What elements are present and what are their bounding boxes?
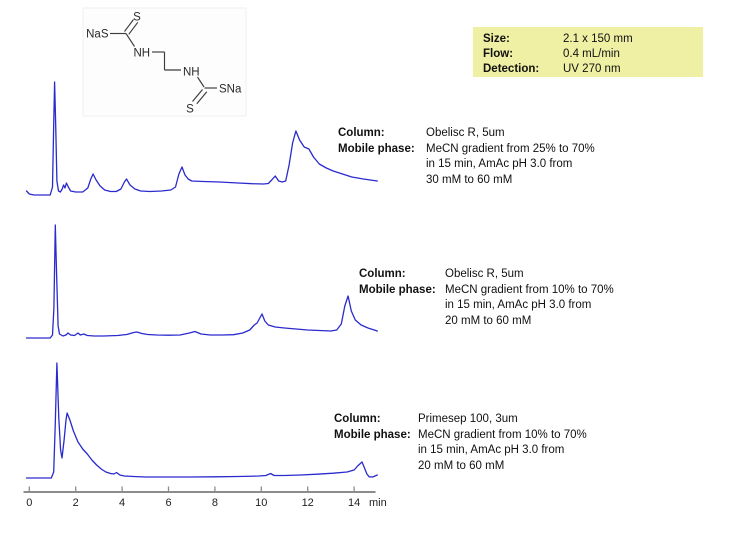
mobile-phase-line: in 15 min, AmAc pH 3.0 from [445, 299, 592, 312]
mobile-phase-line: 20 mM to 60 mM [418, 459, 505, 472]
axis-tick-label: 6 [165, 497, 171, 509]
atom-label-nas: NaS [86, 29, 109, 41]
mobile-phase-line: in 15 min, AmAc pH 3.0 from [426, 158, 573, 171]
mobile-phase-line: 30 mM to 60 mM [426, 173, 513, 186]
chromatogram-trace-2 [25, 224, 378, 339]
condition-row-size: Size: 2.1 x 150 mm [483, 32, 703, 47]
atom-label-s-bottom: S [186, 104, 194, 116]
panel-annotation-2: Column: Obelisc R, 5um Mobile phase: MeCN … [359, 267, 614, 329]
panel-annotation-1: Column: Obelisc R, 5um Mobile phase: MeCN … [338, 126, 595, 188]
axis-tick-label: 4 [119, 497, 125, 509]
mobile-phase-line: MeCN gradient from 25% to 70% [426, 142, 595, 155]
atom-label-nh-1: NH [134, 48, 151, 60]
axis-unit-label: min [369, 497, 387, 509]
atom-label-s-top: S [133, 12, 141, 24]
panel-annotation-3: Column: Primesep 100, 3um Mobile phase: Me… [334, 412, 587, 474]
axis-tick-label: 8 [212, 497, 218, 509]
structure-bonds [110, 19, 217, 105]
column-value: Obelisc R, 5um [426, 127, 505, 139]
condition-value: 2.1 x 150 mm [563, 33, 633, 45]
mobile-phase-line: MeCN gradient from 10% to 70% [418, 428, 587, 441]
column-value: Obelisc R, 5um [445, 268, 524, 280]
mobile-phase-label: Mobile phase: [334, 428, 411, 441]
mobile-phase-line: 20 mM to 60 mM [445, 314, 532, 327]
mobile-phase-line: MeCN gradient from 10% to 70% [445, 283, 614, 296]
axis-tick-label: 10 [255, 497, 267, 509]
conditions-box: Size: 2.1 x 150 mm Flow: 0.4 mL/min Detect… [473, 27, 703, 77]
axis-tick-label: 0 [26, 497, 32, 509]
condition-value: UV 270 nm [563, 63, 621, 76]
atom-label-nh-2: NH [183, 67, 200, 79]
condition-label: Flow: [483, 48, 514, 61]
condition-row-flow: Flow: 0.4 mL/min [483, 47, 703, 62]
atom-label-sna: SNa [219, 84, 242, 96]
chromatogram-trace-1 [25, 81, 378, 196]
axis-tick-label: 2 [73, 497, 79, 509]
condition-value: 0.4 mL/min [563, 48, 620, 61]
column-label: Column: [338, 127, 385, 139]
column-value: Primesep 100, 3um [418, 413, 518, 425]
mobile-phase-label: Mobile phase: [359, 283, 436, 296]
axis-tick-label: 14 [348, 497, 360, 509]
column-label: Column: [334, 413, 381, 425]
mobile-phase-label: Mobile phase: [338, 142, 415, 155]
condition-row-detection: Detection: UV 270 nm [483, 62, 703, 77]
condition-label: Size: [483, 33, 510, 45]
condition-label: Detection: [483, 63, 540, 76]
mobile-phase-line: in 15 min, AmAc pH 3.0 from [418, 444, 565, 457]
axis-tick-label: 12 [302, 497, 314, 509]
chromatogram-trace-3 [25, 362, 378, 479]
column-label: Column: [359, 268, 406, 280]
